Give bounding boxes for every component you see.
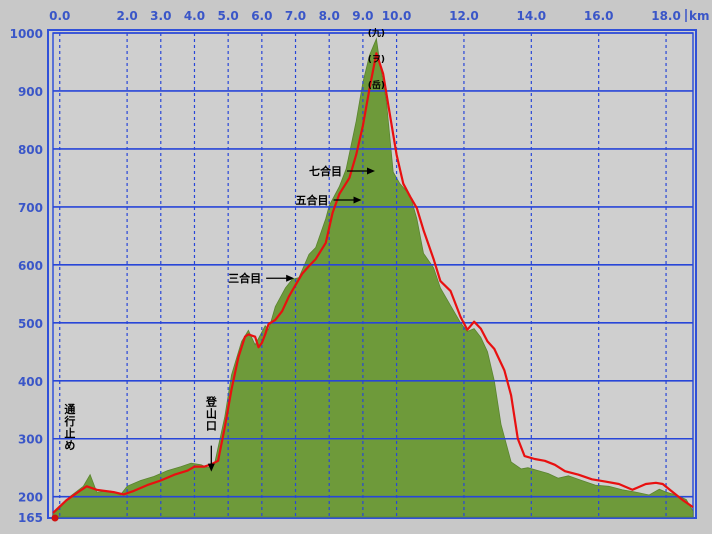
y-tick-label-2: 800 (18, 143, 43, 157)
grid-layer (53, 32, 693, 517)
km-unit-label: km (685, 9, 709, 23)
annotation-3: 五合目 (296, 193, 329, 207)
annotation-0: 通行止め (63, 403, 75, 452)
annotation-5: (九) (368, 27, 385, 39)
annotation-2-arrow-head (286, 274, 295, 282)
start-marker-dot (51, 514, 59, 522)
annotation-7: (岳) (368, 79, 385, 91)
x-tick-label-3: 4.0 (184, 9, 205, 23)
start-marker (51, 514, 59, 522)
x-tick-label-7: 8.0 (319, 9, 340, 23)
annotation-2: 三合目 (228, 271, 261, 285)
axis-labels-layer: 0.0 2.0 3.0 4.0 5.0 6.0 7.0 8.0 9.0 10.0 12.0 14.0 1… (10, 9, 681, 525)
x-unit-label: km (689, 9, 709, 23)
y-tick-label-6: 400 (18, 375, 43, 389)
x-tick-label-6: 7.0 (285, 9, 306, 23)
y-tick-label-5: 500 (18, 317, 43, 331)
route-line (52, 52, 694, 514)
annotation-1-char-2: 口 (206, 420, 217, 433)
x-tick-label-5: 6.0 (251, 9, 272, 23)
x-tick-label-10: 12.0 (449, 9, 479, 23)
annotation-1-char-1: 山 (206, 407, 217, 421)
y-tick-label-4: 600 (18, 259, 43, 273)
elevation-area (52, 37, 694, 518)
x-tick-label-1: 2.0 (116, 9, 137, 23)
annotation-0-char-0: 通 (64, 403, 75, 416)
annotation-6: (ヲ) (368, 55, 385, 65)
y-tick-label-1: 900 (18, 85, 43, 99)
x-tick-label-2: 3.0 (150, 9, 171, 23)
x-tick-label-4: 5.0 (218, 9, 239, 23)
y-tick-label-3: 700 (18, 201, 43, 215)
y-tick-label-8: 200 (18, 491, 43, 505)
x-tick-label-12: 16.0 (584, 9, 614, 23)
x-tick-label-8: 9.0 (352, 9, 373, 23)
annotation-1-arrow-head (207, 463, 215, 472)
annotation-0-char-3: め (64, 439, 75, 452)
annotation-1: 登山口 (205, 395, 218, 433)
annotation-4-arrow-head (367, 167, 375, 175)
y-tick-label-9: 165 (18, 511, 43, 525)
x-tick-label-9: 10.0 (382, 9, 412, 23)
annotation-0-char-2: 止 (64, 426, 75, 440)
x-tick-label-11: 14.0 (517, 9, 547, 23)
elevation-area-layer (52, 37, 694, 518)
x-tick-label-0: 0.0 (49, 9, 70, 23)
route-line-layer (52, 52, 694, 514)
y-tick-label-7: 300 (18, 433, 43, 447)
annotation-0-char-1: 行 (63, 414, 75, 428)
x-tick-label-13: 18.0 (651, 9, 681, 23)
annotation-1-char-0: 登 (205, 395, 218, 409)
annotation-layer: 通行止め 登山口 三合目 五合目 七合目 (九) (ヲ) (岳) (63, 27, 385, 472)
annotation-3-arrow-head (353, 196, 362, 204)
y-tick-label-0: 1000 (10, 27, 43, 41)
annotation-4: 七合目 (309, 164, 342, 178)
